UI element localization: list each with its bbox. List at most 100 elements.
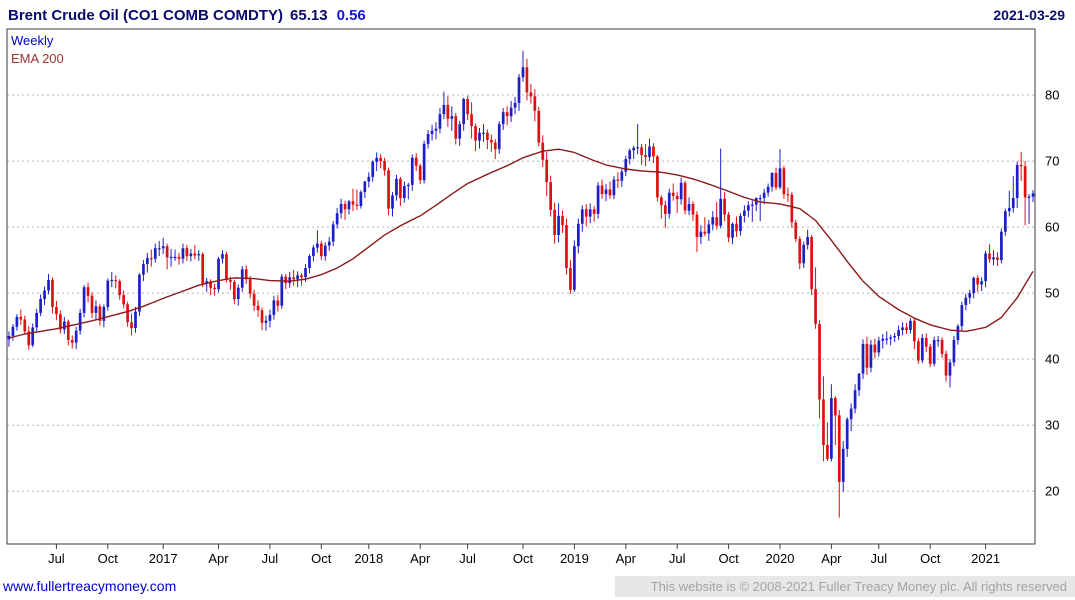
candle-body [525,67,529,93]
candle-body [229,279,232,282]
candle-body [359,192,363,206]
candle-body [782,168,786,195]
candle-body [956,326,960,340]
x-tick-label: Oct [98,551,119,566]
candle-body [94,306,98,313]
candle-body [177,256,181,259]
candle-body [142,264,145,275]
x-tick-label: Apr [821,551,842,566]
x-tick-label: 2018 [354,551,383,566]
candle-body [256,305,260,311]
candle-body [134,311,137,329]
candle-body [660,197,663,206]
candle-body [656,156,659,198]
candle-body [501,112,505,125]
x-tick-label: Jul [459,551,476,566]
candle-body [221,254,224,259]
candle-body [106,280,110,307]
chart-date: 2021-03-29 [993,7,1065,23]
candle-body [225,254,228,280]
candle-body [881,338,885,341]
y-tick-label: 80 [1045,88,1059,103]
candle-body [288,277,292,284]
candle-body [70,340,74,343]
x-tick-label: Oct [513,551,534,566]
candle-body [367,176,371,182]
candle-body [118,281,122,296]
candle-body [576,223,580,247]
candle-body [236,287,240,299]
candle-body [387,170,390,209]
candle-body [996,257,999,260]
candle-body [23,319,27,332]
candle-body [161,246,165,249]
candle-body [873,344,877,353]
candle-body [584,209,588,217]
candle-body [774,172,778,188]
candle-body [632,147,636,151]
candle-body [272,300,276,315]
candle-body [482,132,485,134]
candle-body [841,448,845,482]
candle-body [86,287,90,296]
candle-body [126,304,129,323]
candle-body [573,246,576,290]
candle-body [739,215,742,232]
timeframe-label: Weekly [11,33,54,48]
price-chart[interactable]: 20 30 40 50 60 70 80 Jul Oct 2017 Apr Jul Oct 2018 Apr… [0,27,1075,573]
candle-body [663,205,667,214]
candle-body [339,204,343,214]
candle-body [442,104,446,115]
candle-body [747,205,750,211]
candle-body [699,231,703,237]
site-link[interactable]: www.fullertreacymoney.com [3,578,177,594]
candle-body [940,340,944,354]
candle-body [213,287,216,290]
candle-body [711,217,715,225]
candle-body [114,279,118,282]
candle-body [490,139,493,143]
candle-body [59,314,62,330]
candle-body [652,146,655,157]
gridlines [7,94,1035,492]
candle-body [292,277,295,280]
candle-body [1027,196,1031,198]
x-tick-label: Apr [616,551,637,566]
copyright-bar: This website is © 2008-2021 Fuller Treac… [615,576,1075,597]
x-tick-label: Oct [718,551,739,566]
candle-body [375,157,379,162]
candle-body [217,258,220,290]
candles [7,50,1035,518]
candle-body [478,132,481,141]
candle-body [762,192,766,198]
candle-body [913,320,916,342]
candle-body [553,209,556,235]
candle-body [865,343,869,368]
candle-body [909,320,912,330]
x-tick-label: Apr [410,551,431,566]
candle-body [209,281,212,288]
candle-body [691,204,695,215]
candle-body [268,314,272,321]
candle-body [620,171,624,181]
candle-body [972,277,976,294]
candle-body [703,231,707,234]
candle-body [758,198,762,200]
candle-body [319,243,323,257]
candle-body [893,336,896,338]
candle-body [920,338,924,361]
candle-body [897,330,900,336]
candle-body [861,343,865,374]
candle-body [410,157,414,185]
y-tick-label: 20 [1045,484,1059,499]
candle-body [917,341,920,361]
candle-body [454,116,458,139]
y-tick-label: 70 [1045,154,1059,169]
candle-body [679,182,683,200]
candle-body [19,316,23,320]
candle-body [347,201,351,210]
candle-body [624,159,628,172]
candle-body [426,134,430,144]
candle-body [671,192,675,196]
candle-body [683,182,687,211]
